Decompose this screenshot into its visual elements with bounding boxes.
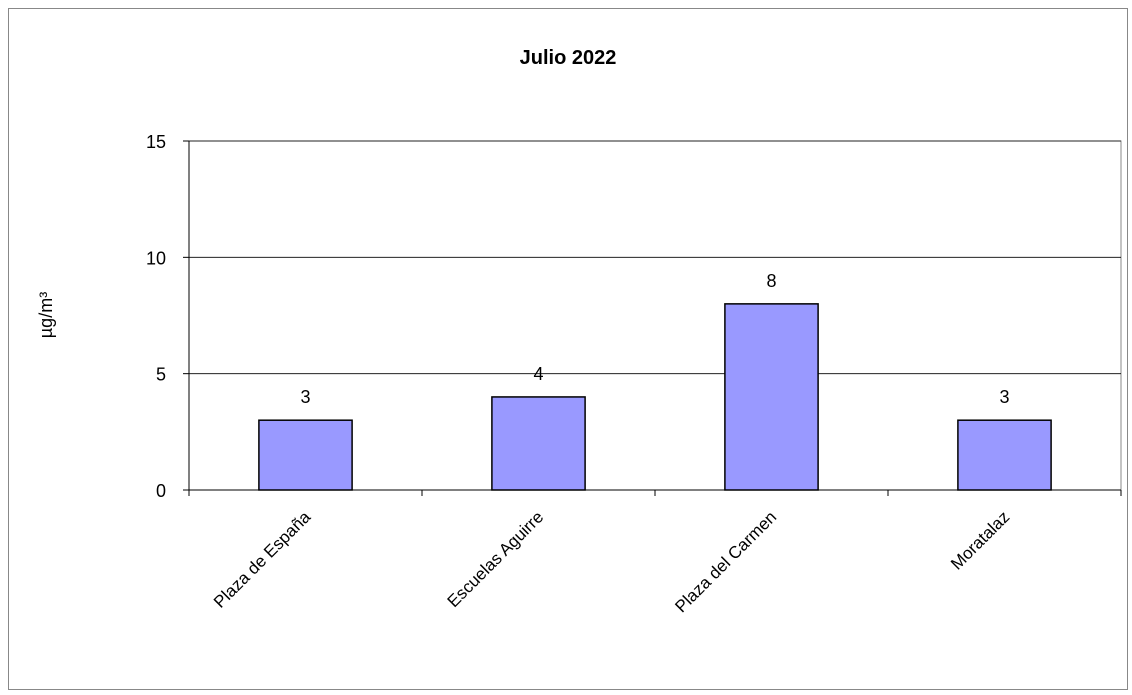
x-tick-labels: Plaza de España Escuelas Aguirre Plaza del… — [210, 507, 1013, 616]
x-tick-label-1: Escuelas Aguirre — [444, 507, 548, 611]
bar-1 — [491, 396, 586, 491]
y-tick-label-0: 0 — [156, 481, 166, 501]
y-tick-label-15: 15 — [146, 132, 166, 152]
y-axis-label: µg/m³ — [36, 292, 56, 338]
data-label-1: 4 — [533, 364, 543, 384]
bars-group — [258, 303, 1052, 491]
y-tick-label-10: 10 — [146, 248, 166, 268]
data-label-0: 3 — [300, 387, 310, 407]
axes-group — [183, 140, 1122, 496]
y-tick-label-5: 5 — [156, 365, 166, 385]
data-label-2: 8 — [766, 271, 776, 291]
x-tick-label-3: Moratalaz — [947, 507, 1013, 573]
x-tick-label-0: Plaza de España — [210, 507, 315, 612]
bar-2 — [724, 303, 819, 491]
chart-title: Julio 2022 — [520, 47, 617, 69]
data-labels: 3 4 8 3 — [300, 271, 1009, 407]
bar-0 — [258, 419, 353, 491]
y-tick-labels: 0 5 10 15 — [146, 132, 166, 501]
x-tick-label-2: Plaza del Carmen — [671, 507, 780, 616]
chart-frame — [8, 8, 1128, 690]
bar-3 — [957, 419, 1052, 491]
data-label-3: 3 — [999, 387, 1009, 407]
